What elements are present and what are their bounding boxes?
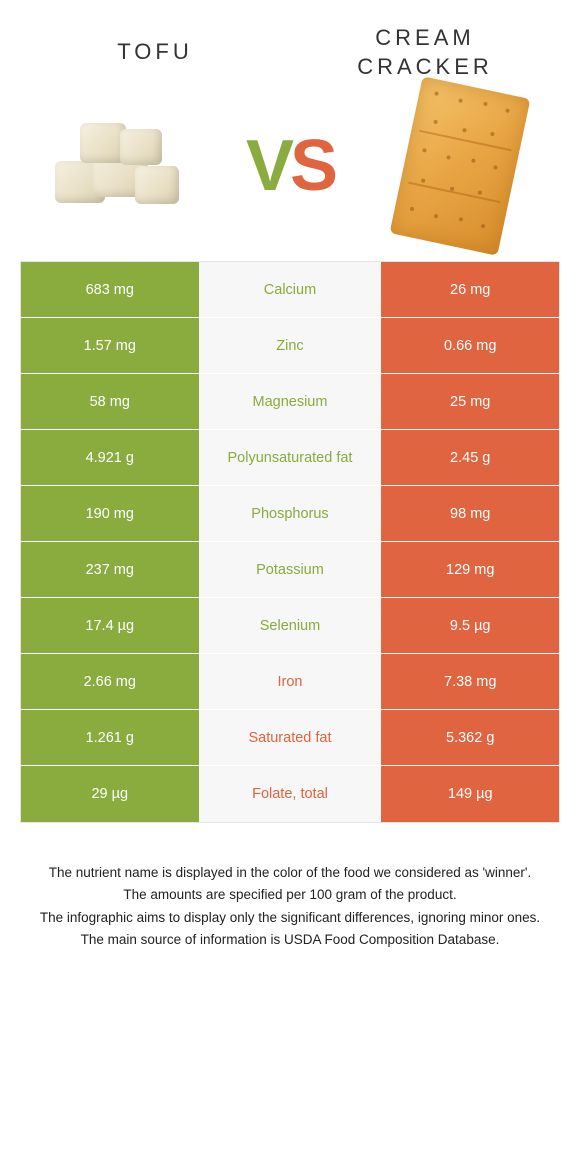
right-value: 129 mg [381,542,559,597]
left-value: 2.66 mg [21,654,199,709]
right-value: 0.66 mg [381,318,559,373]
table-row: 190 mgPhosphorus98 mg [21,486,559,542]
header: Tofu Cream Cracker [0,0,580,91]
right-value: 7.38 mg [381,654,559,709]
left-value: 4.921 g [21,430,199,485]
table-row: 683 mgCalcium26 mg [21,262,559,318]
nutrient-name: Potassium [199,542,382,597]
right-value: 5.362 g [381,710,559,765]
left-value: 1.261 g [21,710,199,765]
footer-line: The main source of information is USDA F… [30,930,550,950]
tofu-image [40,101,200,231]
nutrient-name: Folate, total [199,766,382,822]
table-row: 58 mgMagnesium25 mg [21,374,559,430]
left-value: 29 µg [21,766,199,822]
footer-line: The amounts are specified per 100 gram o… [30,885,550,905]
right-value: 2.45 g [381,430,559,485]
nutrient-name: Zinc [199,318,382,373]
nutrient-name: Magnesium [199,374,382,429]
left-value: 1.57 mg [21,318,199,373]
left-value: 190 mg [21,486,199,541]
table-row: 2.66 mgIron7.38 mg [21,654,559,710]
right-value: 26 mg [381,262,559,317]
table-row: 29 µgFolate, total149 µg [21,766,559,822]
left-value: 683 mg [21,262,199,317]
nutrient-name: Calcium [199,262,382,317]
nutrient-name: Polyunsaturated fat [199,430,382,485]
right-value: 25 mg [381,374,559,429]
vs-s: S [290,126,334,206]
right-value: 149 µg [381,766,559,822]
footer-line: The infographic aims to display only the… [30,908,550,928]
right-food-title: Cream Cracker [317,24,533,81]
table-row: 17.4 µgSelenium9.5 µg [21,598,559,654]
nutrient-table: 683 mgCalcium26 mg1.57 mgZinc0.66 mg58 m… [20,261,560,823]
right-value: 9.5 µg [381,598,559,653]
footer-line: The nutrient name is displayed in the co… [30,863,550,883]
table-row: 1.261 gSaturated fat5.362 g [21,710,559,766]
nutrient-name: Selenium [199,598,382,653]
vs-label: VS [246,125,334,207]
images-row: VS [0,91,580,261]
table-row: 1.57 mgZinc0.66 mg [21,318,559,374]
left-value: 17.4 µg [21,598,199,653]
table-row: 237 mgPotassium129 mg [21,542,559,598]
table-row: 4.921 gPolyunsaturated fat2.45 g [21,430,559,486]
nutrient-name: Iron [199,654,382,709]
footer-notes: The nutrient name is displayed in the co… [30,863,550,950]
left-food-title: Tofu [47,38,263,67]
left-value: 58 mg [21,374,199,429]
left-value: 237 mg [21,542,199,597]
cracker-image [380,101,540,231]
nutrient-name: Saturated fat [199,710,382,765]
right-value: 98 mg [381,486,559,541]
nutrient-name: Phosphorus [199,486,382,541]
vs-v: V [246,126,290,206]
